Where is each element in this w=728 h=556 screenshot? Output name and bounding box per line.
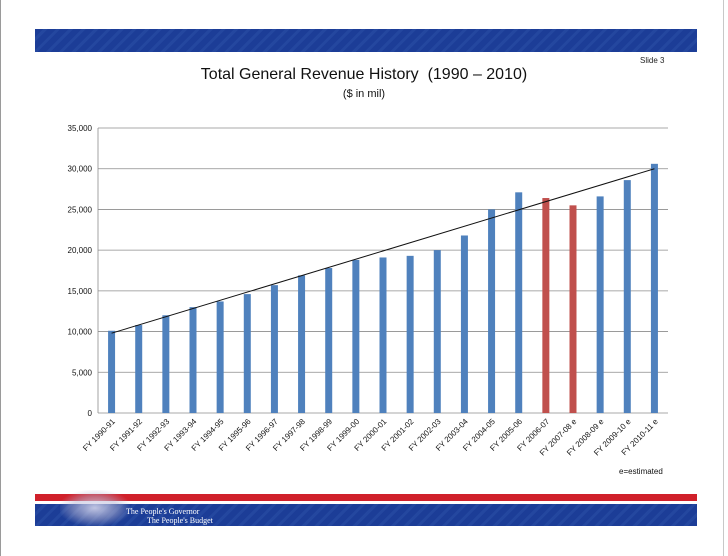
chart-title: Total General Revenue History (1990 – 20… (200, 66, 528, 83)
bar (488, 209, 496, 413)
bar (515, 192, 523, 413)
y-tick-label: 25,000 (68, 205, 93, 214)
bar (406, 255, 414, 413)
bar (135, 325, 143, 413)
bar (569, 205, 577, 413)
footer-slogan-line1: The People's Governor (126, 507, 200, 516)
bar (352, 259, 360, 413)
bar (460, 235, 468, 413)
revenue-bar-chart: 0 5,000 10,000 15,000 20,000 25,000 30,000 35,0… (68, 124, 668, 458)
slide-right-border (723, 0, 724, 556)
slide-left-border (0, 0, 1, 556)
state-seal-logo (60, 490, 130, 526)
trendline (111, 168, 655, 334)
bar (189, 307, 197, 413)
y-tick-label: 30,000 (68, 165, 93, 174)
bar (298, 275, 306, 413)
bar (433, 250, 441, 413)
bar (542, 198, 550, 413)
y-tick-label: 35,000 (68, 124, 93, 133)
slide-number: Slide 3 (640, 56, 665, 65)
chart-subtitle: ($ in mil) (342, 88, 386, 100)
y-tick-label: 0 (88, 409, 93, 418)
bar (379, 257, 387, 413)
bar (108, 330, 116, 413)
y-tick-label: 15,000 (68, 287, 93, 296)
y-tick-label: 10,000 (68, 328, 93, 337)
bar (216, 301, 224, 413)
header-band (35, 29, 697, 52)
footer-blue-band (35, 504, 697, 526)
footer-red-stripe (35, 494, 697, 501)
bar (162, 315, 170, 413)
y-tick-label: 20,000 (68, 246, 93, 255)
footer-slogan-line2: The People's Budget (147, 516, 213, 525)
bar (596, 196, 604, 413)
bar (623, 180, 631, 413)
y-tick-label: 5,000 (72, 368, 93, 377)
bar (325, 268, 333, 413)
bar (270, 285, 278, 413)
bar (650, 163, 658, 413)
estimated-note: e=estimated (619, 467, 663, 476)
bar (243, 294, 251, 413)
